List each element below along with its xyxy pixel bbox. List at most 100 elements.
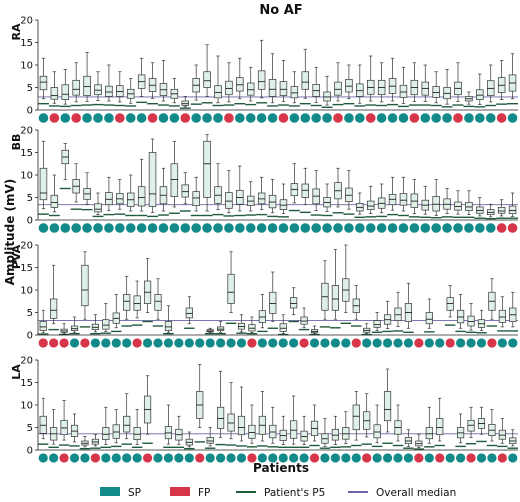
box-15 — [192, 191, 200, 206]
y-tick-label: 20 — [20, 356, 33, 367]
marker-sp — [92, 112, 104, 124]
marker-sp — [226, 338, 237, 349]
box-6 — [94, 203, 102, 213]
marker-sp — [163, 453, 174, 464]
marker-sp — [38, 112, 49, 124]
panel-label: BB — [10, 134, 23, 151]
marker-sp — [340, 453, 351, 464]
marker-sp — [319, 338, 330, 349]
marker-sp — [245, 112, 256, 124]
marker-sp — [289, 112, 300, 124]
y-tick-label: 15 — [20, 148, 33, 159]
marker-sp — [223, 222, 235, 234]
marker-sp — [190, 222, 202, 234]
marker-fp — [194, 453, 205, 464]
marker-sp — [321, 222, 333, 234]
legend-label: Overall median — [376, 487, 456, 499]
box-18 — [225, 80, 233, 96]
marker-fp — [413, 338, 424, 349]
marker-fp — [59, 338, 70, 349]
box-7 — [102, 427, 110, 440]
marker-sp — [474, 112, 486, 124]
marker-sp — [81, 112, 93, 124]
box-34 — [399, 84, 408, 98]
marker-sp — [136, 222, 147, 234]
marker-sp — [121, 453, 132, 464]
chart-legend: SP FP Patient's P5 Overall median — [100, 487, 456, 499]
marker-sp — [136, 112, 147, 124]
box-1 — [39, 75, 48, 91]
y-tick-label: 5 — [27, 308, 33, 319]
marker-fp — [332, 112, 344, 124]
box-7 — [105, 85, 113, 97]
box-7 — [105, 192, 113, 206]
marker-sp — [226, 453, 237, 464]
marker-fp — [90, 453, 101, 464]
marker-sp — [256, 112, 267, 124]
box-16 — [203, 71, 211, 88]
marker-sp — [441, 222, 453, 234]
y-tick-label: 5 — [27, 83, 33, 94]
marker-sp — [420, 222, 431, 234]
y-axis-title: Amplitude (mV) — [3, 179, 17, 286]
box-28 — [334, 81, 342, 96]
marker-fp — [142, 453, 153, 464]
marker-sp — [332, 222, 344, 234]
marker-sp — [343, 112, 355, 124]
legend-swatch — [170, 487, 190, 496]
marker-sp — [163, 338, 174, 349]
marker-sp — [201, 112, 213, 124]
box-4 — [72, 79, 80, 96]
marker-sp — [125, 112, 136, 124]
marker-sp — [169, 112, 180, 124]
marker-sp — [387, 222, 398, 234]
box-16 — [203, 140, 211, 198]
marker-sp — [60, 112, 71, 124]
box-18 — [217, 406, 225, 429]
marker-sp — [455, 338, 466, 349]
box-11 — [148, 152, 157, 207]
marker-fp — [496, 112, 507, 124]
y-tick-label: 0 — [27, 331, 33, 342]
box-9 — [123, 415, 131, 433]
panel-label: LA — [10, 364, 23, 380]
box-30 — [356, 83, 364, 97]
marker-sp — [474, 222, 486, 234]
marker-sp — [100, 453, 111, 464]
box-12 — [154, 294, 162, 311]
legend-item-3: Patient's P5 — [236, 487, 325, 499]
marker-sp — [398, 112, 409, 124]
marker-sp — [205, 453, 216, 464]
box-18 — [225, 192, 233, 209]
marker-fp — [132, 338, 143, 349]
marker-sp — [382, 338, 393, 349]
legend-label: Patient's P5 — [264, 487, 325, 499]
marker-sp — [132, 453, 143, 464]
box-34 — [383, 391, 392, 422]
y-tick-label: 15 — [20, 263, 33, 274]
marker-fp — [309, 453, 320, 464]
marker-fp — [351, 338, 362, 349]
marker-sp — [507, 453, 518, 464]
box-24 — [290, 86, 299, 99]
box-44 — [508, 205, 517, 215]
marker-sp — [205, 338, 216, 349]
box-2 — [50, 87, 59, 100]
marker-sp — [372, 453, 383, 464]
marker-sp — [69, 338, 80, 349]
box-23 — [279, 81, 288, 96]
marker-sp — [300, 222, 311, 234]
marker-sp — [111, 453, 122, 464]
marker-fp — [278, 112, 289, 124]
y-tick-label: 5 — [27, 193, 33, 204]
box-25 — [290, 420, 298, 439]
marker-sp — [476, 338, 487, 349]
marker-sp — [507, 112, 518, 124]
marker-sp — [452, 222, 464, 234]
box-17 — [214, 85, 222, 99]
marker-sp — [236, 338, 247, 349]
marker-fp — [180, 112, 191, 124]
marker-sp — [173, 338, 184, 349]
box-25 — [301, 71, 310, 90]
